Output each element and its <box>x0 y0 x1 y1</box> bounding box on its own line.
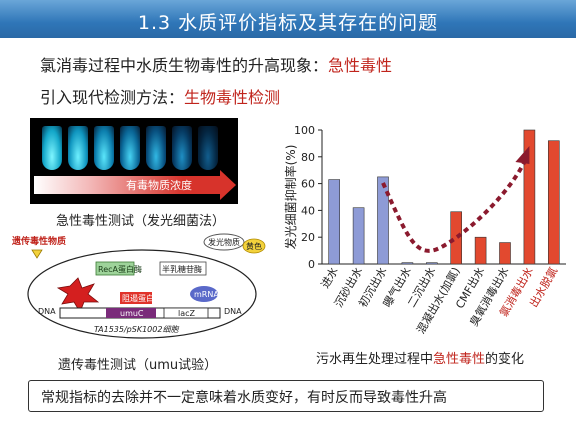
strain-label: TA1535/pSK1002细胞 <box>94 325 179 334</box>
yellow-label: 黄色 <box>246 241 262 251</box>
dna-left-label: DNA <box>38 307 56 316</box>
bar <box>499 242 511 265</box>
genotoxic-marker <box>31 249 43 259</box>
intro-line-2-highlight: 生物毒性检测 <box>184 88 281 107</box>
mrna-label: mRNA <box>194 290 219 299</box>
chart-caption-suffix: 的变化 <box>485 352 525 367</box>
y-tick-label: 40 <box>301 204 315 217</box>
y-tick-label: 80 <box>301 151 315 164</box>
conclusion-text: 常规指标的去除并不一定意味着水质变好，有时反而导致毒性升高 <box>41 390 447 406</box>
galactosidase-box <box>159 261 207 276</box>
bar <box>328 179 341 265</box>
bar <box>523 129 536 265</box>
x-tick-label: 进水 <box>319 265 341 291</box>
concentration-arrow-head <box>220 170 236 200</box>
acute-test-caption: 急性毒性测试（发光细菌法） <box>56 214 226 229</box>
intro-line-1-text: 氯消毒过程中水质生物毒性的升高现象： <box>40 56 329 75</box>
trend-line <box>381 159 528 253</box>
umu-test-diagram: 遗传毒性物质 发光物质 黄色 RecA蛋白酶 半乳糖苷酶 阻遏蛋白 mRNA D… <box>11 233 266 339</box>
intro-line-2-text: 引入现代检测方法： <box>40 88 185 107</box>
umuc-gene <box>106 308 156 318</box>
luminescent-bacteria-photo: 有毒物质浓度 <box>30 118 238 204</box>
conclusion-box: 常规指标的去除并不一定意味着水质变好，有时反而导致毒性升高 <box>28 380 544 412</box>
bar <box>377 176 389 265</box>
intro-line-1-highlight: 急性毒性 <box>328 56 393 75</box>
bar <box>547 140 560 265</box>
concentration-arrow <box>34 176 220 194</box>
y-tick-label: 60 <box>301 178 315 191</box>
repressor-box <box>120 292 152 304</box>
reca-box <box>95 261 135 276</box>
dna-right-label: DNA <box>224 307 242 316</box>
lacz-label: lacZ <box>178 309 196 318</box>
y-tick-label: 20 <box>301 231 315 244</box>
y-tick-label: 100 <box>294 124 315 137</box>
lacz-gene <box>163 307 209 319</box>
intro-line-1: 氯消毒过程中水质生物毒性的升高现象：急性毒性 <box>40 52 392 76</box>
slide-title: 1.3 水质评价指标及其存在的问题 <box>137 12 439 34</box>
bar <box>474 236 487 265</box>
toxicity-bar-chart: 020406080100发光细菌抑制率(%)进水沉砂出水初沉出水曝气出水二沉出水… <box>283 124 566 336</box>
damage-burst <box>56 277 100 313</box>
y-tick-label: 0 <box>308 258 315 271</box>
y-axis-label: 发光细菌抑制率(%) <box>283 145 298 250</box>
bar <box>450 211 462 265</box>
bar <box>352 207 365 265</box>
genotox-test-caption: 遗传毒性测试（umu试验） <box>58 358 218 373</box>
title-bar: 1.3 水质评价指标及其存在的问题 <box>0 0 576 38</box>
intro-line-2: 引入现代检测方法：生物毒性检测 <box>40 84 280 108</box>
genotoxic-substance-label: 遗传毒性物质 <box>11 235 66 247</box>
reca-label: RecA蛋白酶 <box>98 264 142 274</box>
repressor-label: 阻遏蛋白 <box>122 293 154 303</box>
umuc-label: umuC <box>120 309 144 318</box>
chart-caption-prefix: 污水再生处理过程中 <box>316 352 434 367</box>
bar <box>426 262 438 265</box>
bar <box>401 262 414 265</box>
chart-caption-highlight: 急性毒性 <box>433 352 486 367</box>
chart-caption: 污水再生处理过程中急性毒性的变化 <box>316 348 524 367</box>
luminescent-label: 发光物质 <box>208 237 240 247</box>
trend-arrow-head <box>515 146 530 164</box>
galactosidase-label: 半乳糖苷酶 <box>162 264 202 274</box>
concentration-label: 有毒物质浓度 <box>126 179 192 192</box>
